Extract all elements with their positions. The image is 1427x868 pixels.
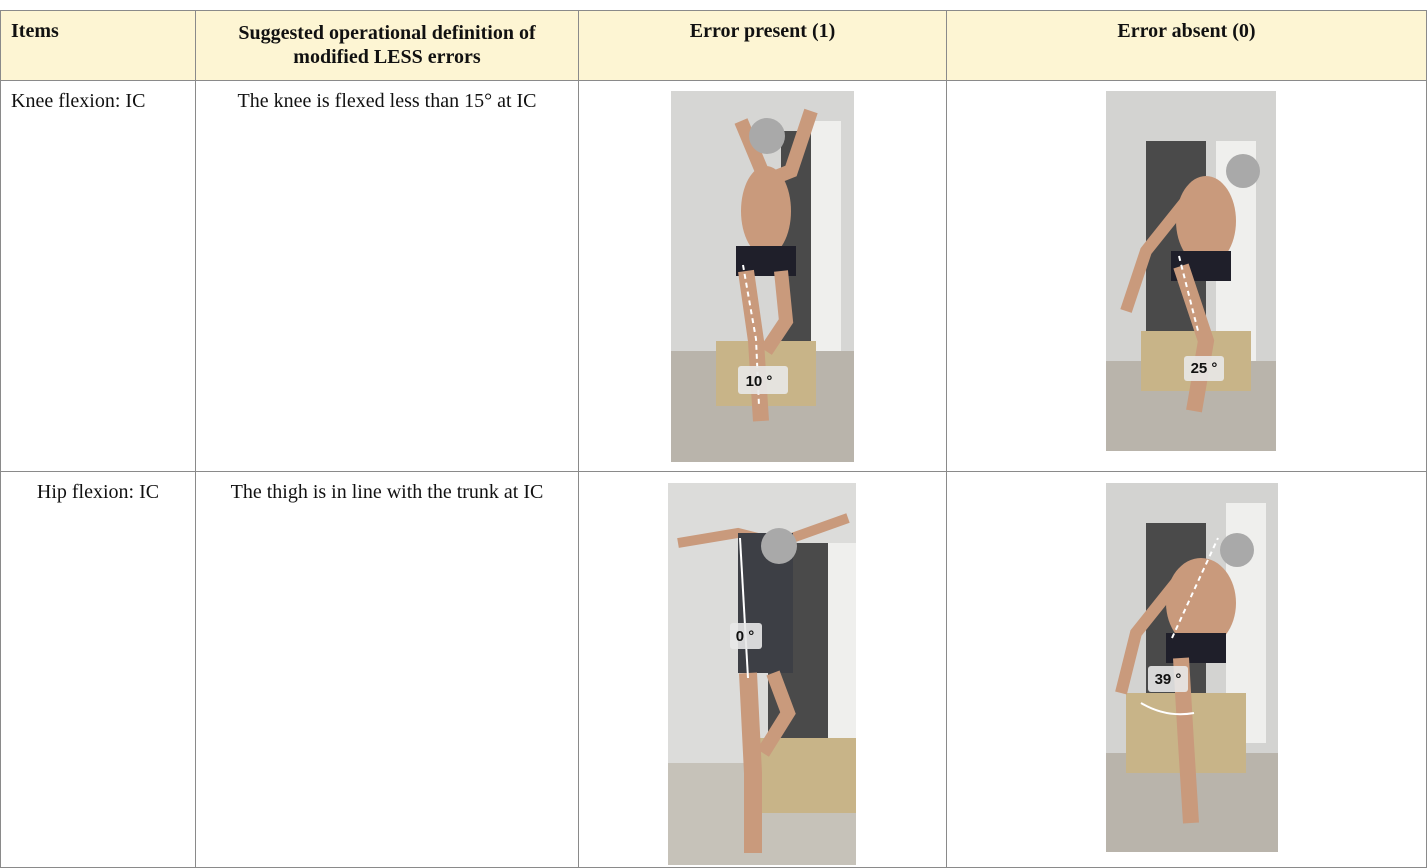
header-cell: Items bbox=[0, 10, 196, 81]
angle-label: 39 ° bbox=[1155, 671, 1182, 688]
photo: 25 ° bbox=[1106, 91, 1276, 451]
header-cell: Suggested operational definition of modi… bbox=[196, 10, 579, 81]
photo: 10 ° bbox=[671, 91, 854, 462]
definition-cell: The knee is flexed less than 15° at IC bbox=[196, 81, 579, 472]
definition-cell: The thigh is in line with the trunk at I… bbox=[196, 472, 579, 868]
item-cell: Knee flexion: IC bbox=[0, 81, 196, 472]
angle-label: 0 ° bbox=[736, 628, 755, 645]
header-cell: Error present (1) bbox=[579, 10, 947, 81]
photo: 39 ° bbox=[1106, 483, 1278, 852]
photo: 0 ° bbox=[668, 483, 856, 865]
angle-label: 10 ° bbox=[746, 373, 773, 390]
angle-label: 25 ° bbox=[1191, 360, 1218, 377]
image-cell bbox=[579, 81, 947, 472]
item-cell: Hip flexion: IC bbox=[0, 472, 196, 868]
header-cell: Error absent (0) bbox=[947, 10, 1427, 81]
